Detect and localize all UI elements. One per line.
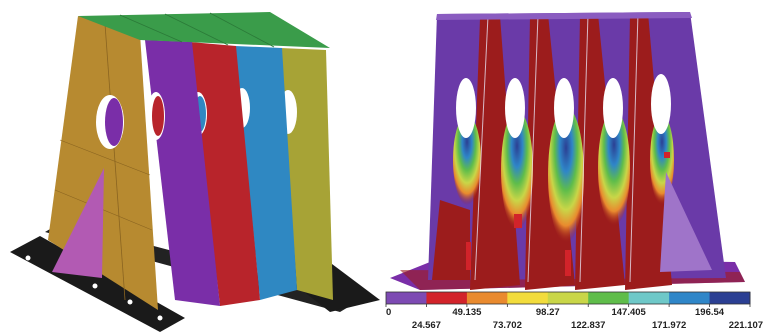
- base-plate-left: [10, 236, 185, 332]
- legend-label: 98.27: [535, 307, 560, 318]
- stress-peak: [466, 242, 471, 270]
- stress-contour-model: [390, 12, 745, 290]
- stress-band: [625, 13, 672, 290]
- legend-label: 73.702: [492, 320, 522, 331]
- stress-peak: [664, 152, 670, 158]
- top-plate-green: [78, 12, 330, 48]
- panel-seam: [59, 139, 151, 176]
- stress-hotspot: [453, 115, 481, 205]
- contour-cutout: [456, 78, 476, 138]
- legend-swatch: [669, 292, 711, 304]
- legend-swatch: [588, 292, 630, 304]
- stress-band: [432, 200, 470, 280]
- rib-edge: [579, 13, 589, 283]
- legend-swatch: [507, 292, 549, 304]
- rib-edge: [629, 12, 639, 283]
- top-plate-seam: [209, 12, 275, 48]
- bolt-hole: [242, 302, 248, 308]
- bolt-hole: [92, 283, 98, 289]
- legend-label: 221.107: [728, 320, 764, 331]
- panel-seam: [54, 189, 153, 231]
- top-plate-seam: [164, 13, 229, 46]
- rib-cutout-inner: [152, 96, 164, 136]
- contour-cutout: [554, 78, 574, 138]
- rib-red: [190, 42, 260, 306]
- contour-top-edge: [436, 12, 692, 20]
- rib-blue: [235, 46, 297, 300]
- legend-swatch: [709, 292, 751, 304]
- legend-swatch: [547, 292, 589, 304]
- legend-label: 122.837: [571, 320, 606, 331]
- contour-cutout: [603, 78, 623, 138]
- stress-band: [470, 16, 520, 290]
- legend-label: 171.972: [651, 320, 687, 331]
- legend-label: 0: [386, 307, 392, 318]
- stress-legend-bar: [385, 291, 751, 307]
- stress-hotspot: [598, 110, 630, 226]
- legend-swatch: [426, 292, 468, 304]
- legend-label: 49.135: [452, 307, 482, 318]
- structure-model-left: [10, 12, 380, 332]
- legend-frame: [385, 291, 751, 305]
- panel-cutout-inner: [105, 98, 123, 146]
- top-plate-seam: [119, 14, 183, 43]
- bolt-hole: [127, 299, 133, 305]
- stress-hotspot: [501, 110, 533, 230]
- contour-gusset: [660, 172, 712, 272]
- legend-label: 24.567: [411, 320, 441, 331]
- contour-cutout: [505, 78, 525, 138]
- panel-seam: [104, 23, 126, 301]
- bolt-hole: [202, 309, 208, 315]
- stress-hotspot: [548, 107, 584, 243]
- legend-swatch: [628, 292, 670, 304]
- stress-peak: [565, 250, 571, 276]
- legend-label: 196.54: [695, 307, 725, 318]
- legend-swatch: [386, 292, 427, 304]
- bolt-hole: [157, 315, 163, 321]
- gusset-plate: [52, 168, 104, 278]
- rib-edge: [474, 15, 489, 281]
- legend-label: 147.405: [611, 307, 646, 318]
- bolt-hole: [25, 255, 31, 261]
- contour-cutout: [651, 74, 671, 134]
- rib-edge: [527, 14, 539, 283]
- legend-swatch: [466, 292, 508, 304]
- stress-peak: [514, 214, 522, 228]
